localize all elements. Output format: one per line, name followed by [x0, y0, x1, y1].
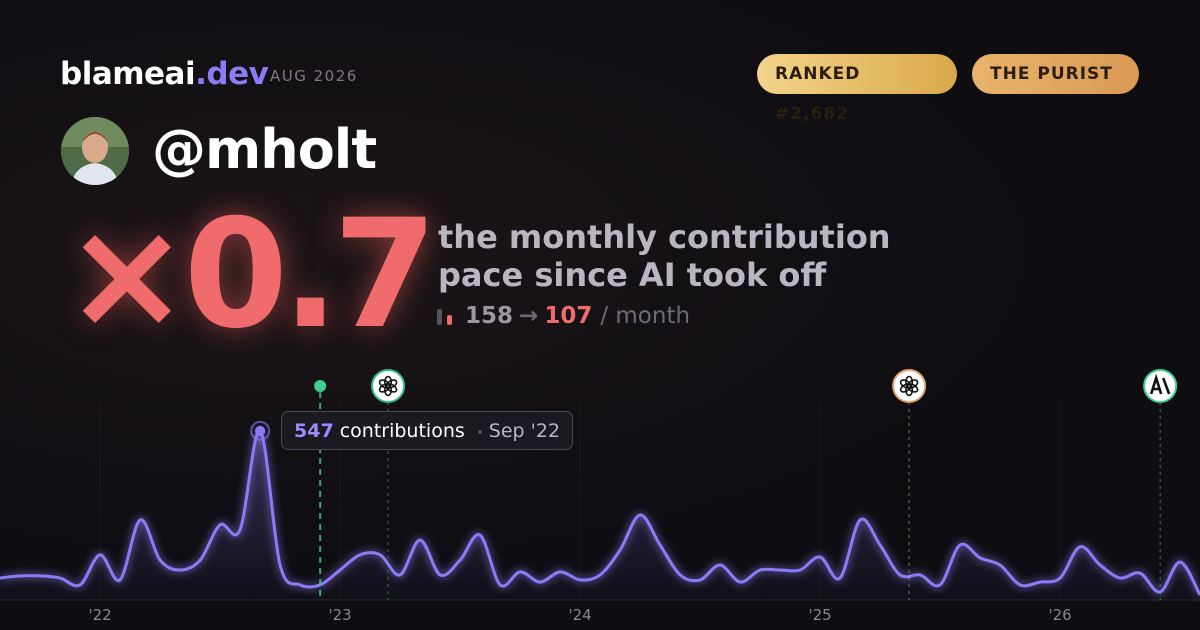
- persona-badge: THE PURIST: [972, 54, 1139, 94]
- x-tick-label: '25: [808, 606, 831, 624]
- after: 107: [544, 303, 593, 329]
- event-icon: [892, 369, 927, 403]
- multiplier: ×0.7: [64, 188, 437, 362]
- x-tick-label: '24: [568, 606, 591, 624]
- tooltip: 547 contributions Sep '22: [281, 411, 573, 450]
- arrow: →: [519, 303, 539, 329]
- icon-glyph: [1149, 373, 1171, 395]
- pace-icon: [437, 309, 452, 325]
- x-tick-label: '23: [328, 606, 351, 624]
- icon-petal: [899, 379, 912, 389]
- date: AUG 2026: [270, 67, 358, 85]
- line: [0, 429, 1200, 596]
- handle: @mholt: [152, 118, 377, 181]
- highlight-point: [255, 425, 266, 436]
- icon-petal: [378, 379, 391, 389]
- separator: [478, 430, 482, 434]
- x-tick-label: '26: [1048, 606, 1071, 624]
- event-icon: [371, 369, 406, 403]
- event-icon: [1143, 369, 1178, 403]
- caption-line: the monthly contribution: [438, 218, 891, 256]
- avatar-art: [61, 117, 129, 185]
- avatar: [61, 117, 129, 185]
- pace: 158 → 107 / month: [437, 303, 690, 329]
- brand-name: blameai: [60, 56, 196, 92]
- brand: blameai.dev: [60, 56, 269, 92]
- brand-tld: .dev: [195, 56, 269, 92]
- rank-badge: RANKED #2,682: [757, 54, 957, 124]
- unit: / month: [600, 303, 691, 329]
- before: 158: [465, 303, 514, 329]
- tooltip-date: Sep '22: [488, 420, 561, 442]
- tooltip-label: contributions: [339, 420, 465, 442]
- tooltip-value: 547: [294, 420, 334, 442]
- caption: the monthly contribution pace since AI to…: [438, 218, 891, 294]
- caption-line: pace since AI took off: [438, 256, 827, 294]
- highlight-ring: [250, 420, 271, 441]
- x-tick-label: '22: [88, 606, 111, 624]
- event-dot: [314, 380, 327, 392]
